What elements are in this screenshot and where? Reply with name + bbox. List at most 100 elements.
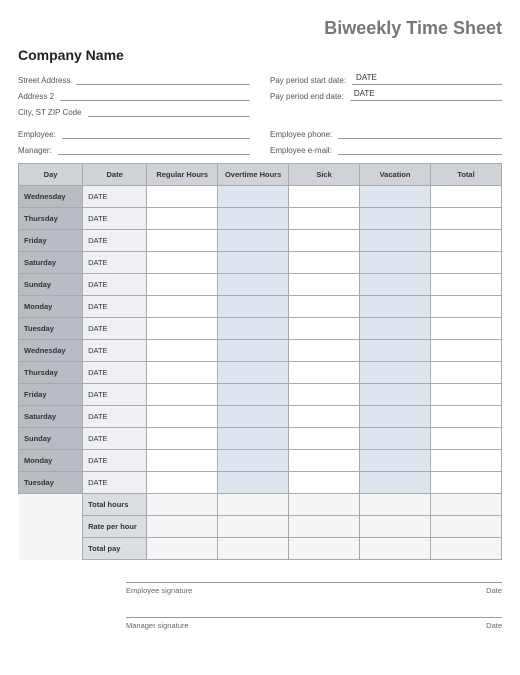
date-cell[interactable]: DATE xyxy=(83,296,147,318)
overtime-cell[interactable] xyxy=(218,252,289,274)
vacation-cell[interactable] xyxy=(360,208,431,230)
pay-regular[interactable] xyxy=(147,538,218,560)
date-cell[interactable]: DATE xyxy=(83,230,147,252)
sick-cell[interactable] xyxy=(289,428,360,450)
total-hours-sick[interactable] xyxy=(289,494,360,516)
date-cell[interactable]: DATE xyxy=(83,186,147,208)
pay-start-field[interactable]: DATE xyxy=(352,73,502,85)
overtime-cell[interactable] xyxy=(218,406,289,428)
pay-sick[interactable] xyxy=(289,538,360,560)
total-hours-total[interactable] xyxy=(431,494,502,516)
vacation-cell[interactable] xyxy=(360,252,431,274)
regular-cell[interactable] xyxy=(147,406,218,428)
total-cell[interactable] xyxy=(431,406,502,428)
regular-cell[interactable] xyxy=(147,472,218,494)
total-hours-overtime[interactable] xyxy=(218,494,289,516)
sick-cell[interactable] xyxy=(289,362,360,384)
total-cell[interactable] xyxy=(431,362,502,384)
date-cell[interactable]: DATE xyxy=(83,384,147,406)
overtime-cell[interactable] xyxy=(218,362,289,384)
overtime-cell[interactable] xyxy=(218,384,289,406)
total-cell[interactable] xyxy=(431,296,502,318)
total-cell[interactable] xyxy=(431,230,502,252)
total-hours-vacation[interactable] xyxy=(360,494,431,516)
date-cell[interactable]: DATE xyxy=(83,472,147,494)
rate-regular[interactable] xyxy=(147,516,218,538)
rate-overtime[interactable] xyxy=(218,516,289,538)
regular-cell[interactable] xyxy=(147,252,218,274)
vacation-cell[interactable] xyxy=(360,296,431,318)
regular-cell[interactable] xyxy=(147,274,218,296)
sick-cell[interactable] xyxy=(289,318,360,340)
date-cell[interactable]: DATE xyxy=(83,340,147,362)
total-cell[interactable] xyxy=(431,318,502,340)
regular-cell[interactable] xyxy=(147,362,218,384)
vacation-cell[interactable] xyxy=(360,186,431,208)
total-cell[interactable] xyxy=(431,428,502,450)
total-cell[interactable] xyxy=(431,472,502,494)
emp-email-field[interactable] xyxy=(338,143,502,155)
emp-phone-field[interactable] xyxy=(338,127,502,139)
regular-cell[interactable] xyxy=(147,384,218,406)
sick-cell[interactable] xyxy=(289,340,360,362)
date-cell[interactable]: DATE xyxy=(83,208,147,230)
city-zip-field[interactable] xyxy=(88,105,250,117)
sick-cell[interactable] xyxy=(289,472,360,494)
vacation-cell[interactable] xyxy=(360,450,431,472)
vacation-cell[interactable] xyxy=(360,472,431,494)
vacation-cell[interactable] xyxy=(360,362,431,384)
total-cell[interactable] xyxy=(431,340,502,362)
sick-cell[interactable] xyxy=(289,208,360,230)
rate-sick[interactable] xyxy=(289,516,360,538)
vacation-cell[interactable] xyxy=(360,384,431,406)
sick-cell[interactable] xyxy=(289,186,360,208)
sick-cell[interactable] xyxy=(289,450,360,472)
regular-cell[interactable] xyxy=(147,450,218,472)
street-address-field[interactable] xyxy=(76,73,250,85)
rate-vacation[interactable] xyxy=(360,516,431,538)
overtime-cell[interactable] xyxy=(218,274,289,296)
sick-cell[interactable] xyxy=(289,296,360,318)
date-cell[interactable]: DATE xyxy=(83,428,147,450)
date-cell[interactable]: DATE xyxy=(83,362,147,384)
total-cell[interactable] xyxy=(431,384,502,406)
manager-signature-line[interactable]: Manager signature Date xyxy=(126,617,502,630)
employee-field[interactable] xyxy=(62,127,250,139)
sick-cell[interactable] xyxy=(289,406,360,428)
address2-field[interactable] xyxy=(60,89,250,101)
regular-cell[interactable] xyxy=(147,230,218,252)
total-cell[interactable] xyxy=(431,450,502,472)
total-cell[interactable] xyxy=(431,186,502,208)
overtime-cell[interactable] xyxy=(218,208,289,230)
regular-cell[interactable] xyxy=(147,340,218,362)
overtime-cell[interactable] xyxy=(218,296,289,318)
overtime-cell[interactable] xyxy=(218,230,289,252)
date-cell[interactable]: DATE xyxy=(83,318,147,340)
employee-signature-line[interactable]: Employee signature Date xyxy=(126,582,502,595)
vacation-cell[interactable] xyxy=(360,230,431,252)
overtime-cell[interactable] xyxy=(218,450,289,472)
overtime-cell[interactable] xyxy=(218,186,289,208)
date-cell[interactable]: DATE xyxy=(83,274,147,296)
total-cell[interactable] xyxy=(431,252,502,274)
sick-cell[interactable] xyxy=(289,230,360,252)
sick-cell[interactable] xyxy=(289,384,360,406)
pay-vacation[interactable] xyxy=(360,538,431,560)
overtime-cell[interactable] xyxy=(218,472,289,494)
total-cell[interactable] xyxy=(431,274,502,296)
date-cell[interactable]: DATE xyxy=(83,252,147,274)
total-cell[interactable] xyxy=(431,208,502,230)
regular-cell[interactable] xyxy=(147,186,218,208)
vacation-cell[interactable] xyxy=(360,318,431,340)
regular-cell[interactable] xyxy=(147,208,218,230)
manager-field[interactable] xyxy=(58,143,250,155)
sick-cell[interactable] xyxy=(289,274,360,296)
pay-total[interactable] xyxy=(431,538,502,560)
pay-overtime[interactable] xyxy=(218,538,289,560)
pay-end-field[interactable]: DATE xyxy=(350,89,502,101)
regular-cell[interactable] xyxy=(147,296,218,318)
overtime-cell[interactable] xyxy=(218,318,289,340)
vacation-cell[interactable] xyxy=(360,274,431,296)
date-cell[interactable]: DATE xyxy=(83,406,147,428)
total-hours-regular[interactable] xyxy=(147,494,218,516)
